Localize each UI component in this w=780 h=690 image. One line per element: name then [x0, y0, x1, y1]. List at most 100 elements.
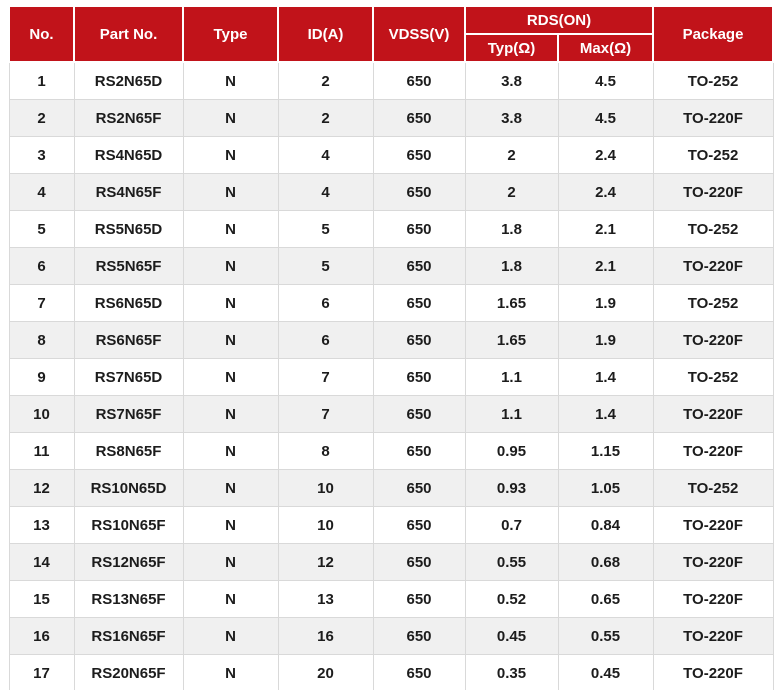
table-cell: 1.65	[464, 321, 559, 359]
table-cell: 0.35	[464, 654, 559, 690]
col-header-rds-on: RDS(ON)	[463, 5, 655, 35]
col-header-typ: Typ(Ω)	[464, 33, 559, 63]
table-cell: 0.93	[464, 469, 559, 507]
table-cell: 1.05	[557, 469, 654, 507]
table-cell: N	[182, 210, 279, 248]
table-cell: TO-252	[652, 358, 774, 396]
table-cell: 5	[8, 210, 75, 248]
table-cell: 7	[277, 395, 374, 433]
table-cell: N	[182, 99, 279, 137]
table-cell: 650	[372, 210, 466, 248]
table-cell: RS12N65F	[73, 543, 184, 581]
table-body: 1 RS2N65D N 2 650 3.8 4.5 TO-252 2 RS2N65F N 2 650 3.…	[8, 61, 774, 690]
table-cell: RS7N65F	[73, 395, 184, 433]
table-cell: TO-220F	[652, 432, 774, 470]
table-row: 10 RS7N65F N 7 650 1.1 1.4 TO-220F	[8, 395, 774, 433]
table-cell: 650	[372, 395, 466, 433]
table-row: 17 RS20N65F N 20 650 0.35 0.45 TO-220F	[8, 654, 774, 690]
table-cell: 650	[372, 99, 466, 137]
table-cell: N	[182, 321, 279, 359]
table-cell: 650	[372, 469, 466, 507]
table-cell: 8	[8, 321, 75, 359]
table-cell: N	[182, 469, 279, 507]
table-cell: 3.8	[464, 99, 559, 137]
table-cell: 8	[277, 432, 374, 470]
table-row: 9 RS7N65D N 7 650 1.1 1.4 TO-252	[8, 358, 774, 396]
table-cell: 2.4	[557, 173, 654, 211]
table-cell: 15	[8, 580, 75, 618]
table-cell: 2	[464, 173, 559, 211]
table-row: 11 RS8N65F N 8 650 0.95 1.15 TO-220F	[8, 432, 774, 470]
table-row: 14 RS12N65F N 12 650 0.55 0.68 TO-220F	[8, 543, 774, 581]
table-cell: TO-252	[652, 61, 774, 100]
table-cell: 4	[277, 173, 374, 211]
table-row: 8 RS6N65F N 6 650 1.65 1.9 TO-220F	[8, 321, 774, 359]
col-header-package: Package	[652, 5, 775, 63]
table-cell: N	[182, 136, 279, 174]
table-cell: 16	[277, 617, 374, 655]
table-cell: 10	[8, 395, 75, 433]
table-row: 13 RS10N65F N 10 650 0.7 0.84 TO-220F	[8, 506, 774, 544]
table-row: 1 RS2N65D N 2 650 3.8 4.5 TO-252	[8, 61, 774, 100]
table-cell: 10	[277, 469, 374, 507]
table-cell: 650	[372, 136, 466, 174]
table-cell: 650	[372, 358, 466, 396]
col-header-no: No.	[8, 5, 75, 63]
table-cell: RS2N65D	[73, 61, 184, 100]
table-cell: 4	[8, 173, 75, 211]
table-header: No. Part No. Type ID(A) VDSS(V) RDS(ON) …	[8, 5, 775, 63]
table-cell: 0.84	[557, 506, 654, 544]
table-cell: 1.1	[464, 358, 559, 396]
table-cell: 650	[372, 432, 466, 470]
table-cell: 1	[8, 61, 75, 100]
table-cell: 1.9	[557, 321, 654, 359]
table-cell: 17	[8, 654, 75, 690]
table-cell: 3	[8, 136, 75, 174]
table-cell: 0.45	[464, 617, 559, 655]
table-cell: 650	[372, 61, 466, 100]
table-cell: 13	[8, 506, 75, 544]
table-cell: 1.8	[464, 247, 559, 285]
table-cell: N	[182, 358, 279, 396]
table-cell: N	[182, 395, 279, 433]
table-cell: RS4N65D	[73, 136, 184, 174]
table-cell: RS6N65F	[73, 321, 184, 359]
table-cell: 4	[277, 136, 374, 174]
table-cell: 4.5	[557, 61, 654, 100]
table-cell: 13	[277, 580, 374, 618]
table-cell: 4.5	[557, 99, 654, 137]
table-cell: 1.65	[464, 284, 559, 322]
header-row-top: No. Part No. Type ID(A) VDSS(V) RDS(ON) …	[8, 5, 775, 63]
table-cell: 1.8	[464, 210, 559, 248]
table-cell: 650	[372, 321, 466, 359]
col-header-id-a: ID(A)	[277, 5, 374, 63]
table-cell: TO-220F	[652, 247, 774, 285]
table-cell: 0.65	[557, 580, 654, 618]
table-cell: TO-220F	[652, 654, 774, 690]
table-cell: 12	[277, 543, 374, 581]
table-cell: TO-252	[652, 469, 774, 507]
table-cell: 6	[277, 321, 374, 359]
table-cell: RS8N65F	[73, 432, 184, 470]
table-cell: 7	[8, 284, 75, 322]
table-cell: RS4N65F	[73, 173, 184, 211]
table-row: 7 RS6N65D N 6 650 1.65 1.9 TO-252	[8, 284, 774, 322]
table-cell: RS10N65D	[73, 469, 184, 507]
table-cell: 0.7	[464, 506, 559, 544]
table-cell: 0.55	[464, 543, 559, 581]
table-cell: TO-252	[652, 210, 774, 248]
table-cell: TO-220F	[652, 506, 774, 544]
mosfet-selection-table: No. Part No. Type ID(A) VDSS(V) RDS(ON) …	[8, 5, 775, 690]
table-cell: 1.4	[557, 358, 654, 396]
table-cell: TO-252	[652, 284, 774, 322]
table-cell: RS5N65D	[73, 210, 184, 248]
table-cell: 5	[277, 247, 374, 285]
table-cell: 0.55	[557, 617, 654, 655]
table-cell: N	[182, 617, 279, 655]
table-cell: 650	[372, 247, 466, 285]
table-cell: N	[182, 543, 279, 581]
table-cell: 0.45	[557, 654, 654, 690]
table-cell: 650	[372, 654, 466, 690]
col-header-vdss-v: VDSS(V)	[372, 5, 466, 63]
